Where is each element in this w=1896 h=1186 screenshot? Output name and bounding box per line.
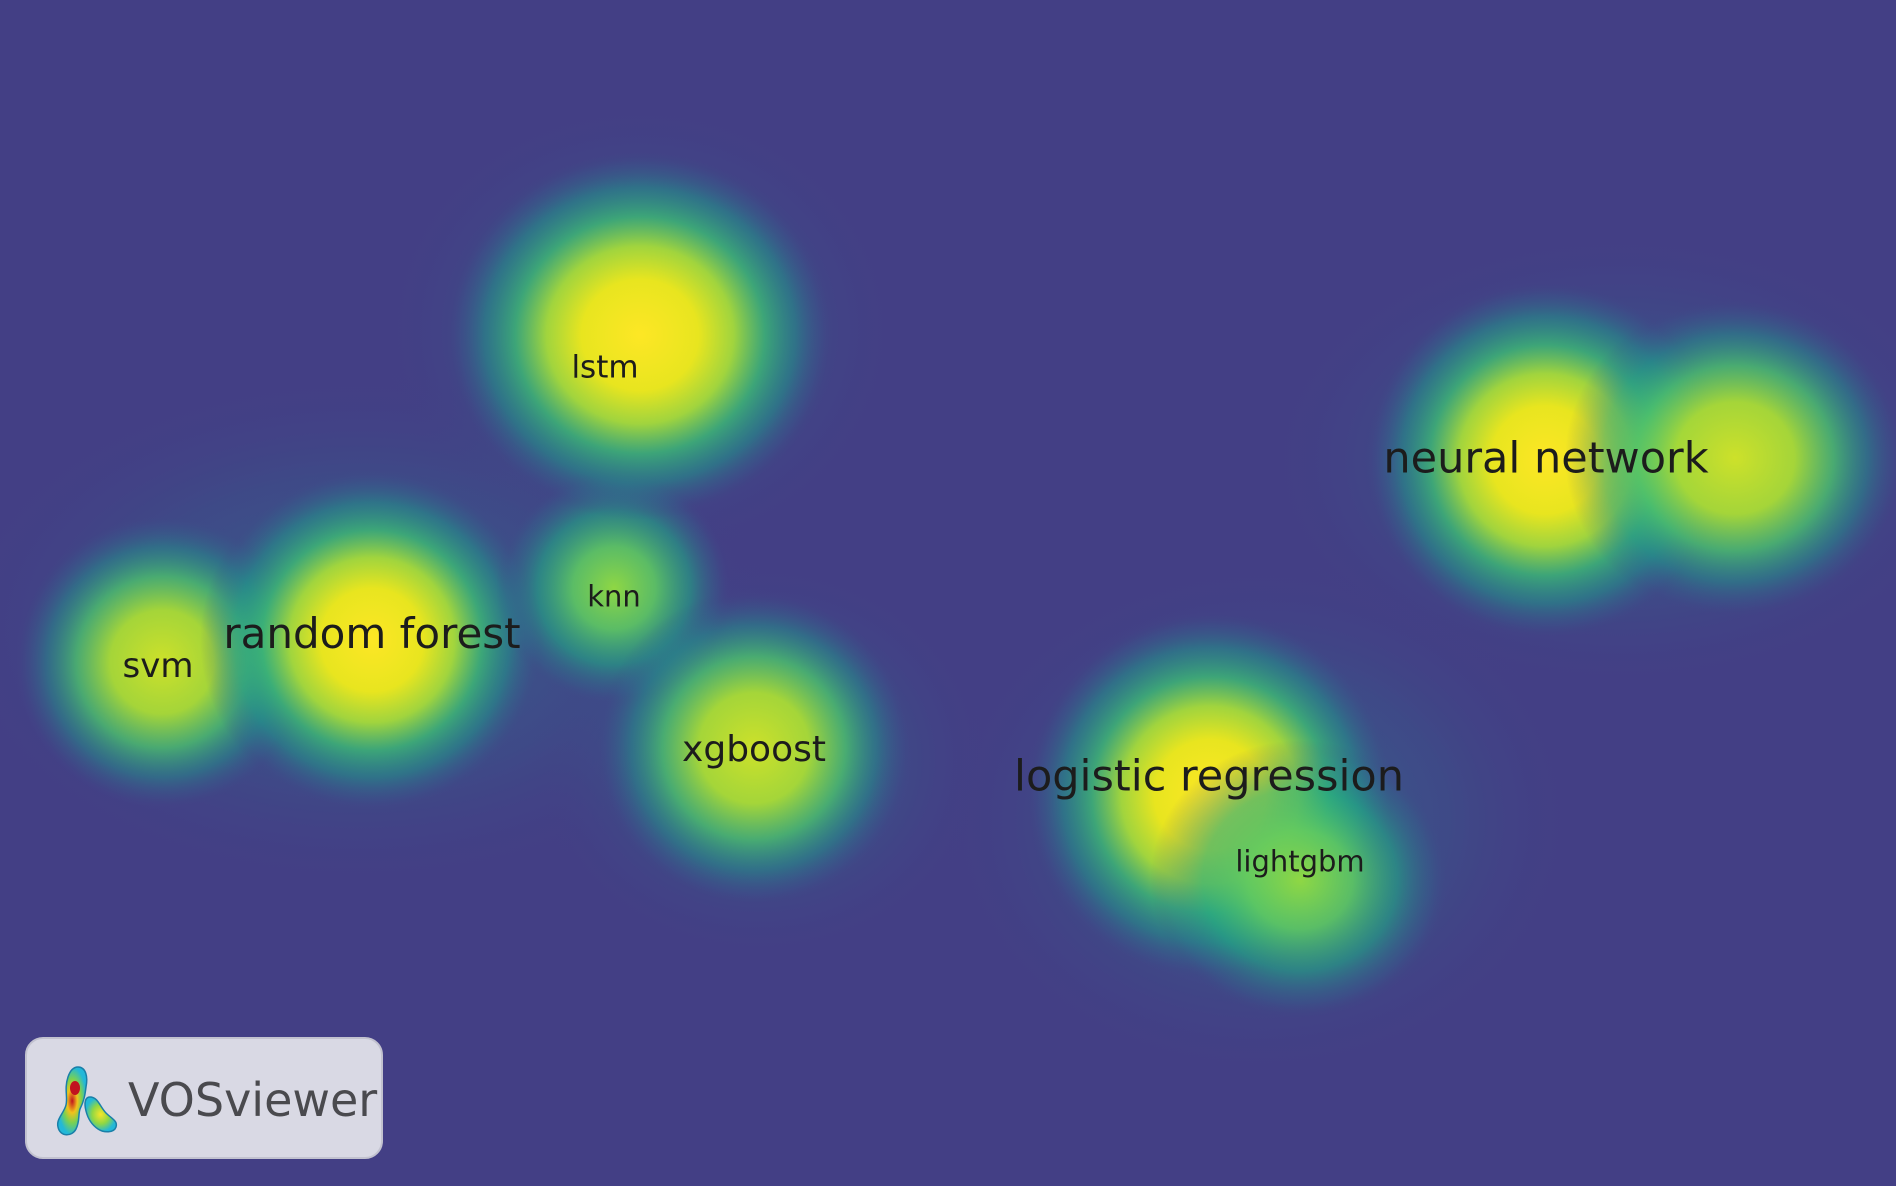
term-svm[interactable]: svm bbox=[122, 646, 194, 686]
density-random-forest bbox=[200, 468, 544, 812]
density-neural-network-east bbox=[1565, 298, 1896, 618]
term-neural-network[interactable]: neural network bbox=[1383, 433, 1709, 484]
density-lstm bbox=[445, 150, 835, 520]
term-random-forest[interactable]: random forest bbox=[223, 609, 521, 658]
vosviewer-logo-text: VOSviewer bbox=[128, 1073, 378, 1127]
term-xgboost[interactable]: xgboost bbox=[682, 729, 826, 770]
term-knn[interactable]: knn bbox=[587, 579, 641, 614]
vosviewer-logo-badge[interactable]: VOSviewer bbox=[25, 1037, 383, 1159]
vosviewer-logo-icon bbox=[56, 1066, 118, 1136]
density-xgboost bbox=[596, 590, 912, 906]
term-lstm[interactable]: lstm bbox=[571, 349, 639, 386]
density-lightgbm bbox=[1150, 740, 1450, 1020]
term-lightgbm[interactable]: lightgbm bbox=[1235, 844, 1365, 879]
term-logistic-regression[interactable]: logistic regression bbox=[1013, 751, 1405, 802]
